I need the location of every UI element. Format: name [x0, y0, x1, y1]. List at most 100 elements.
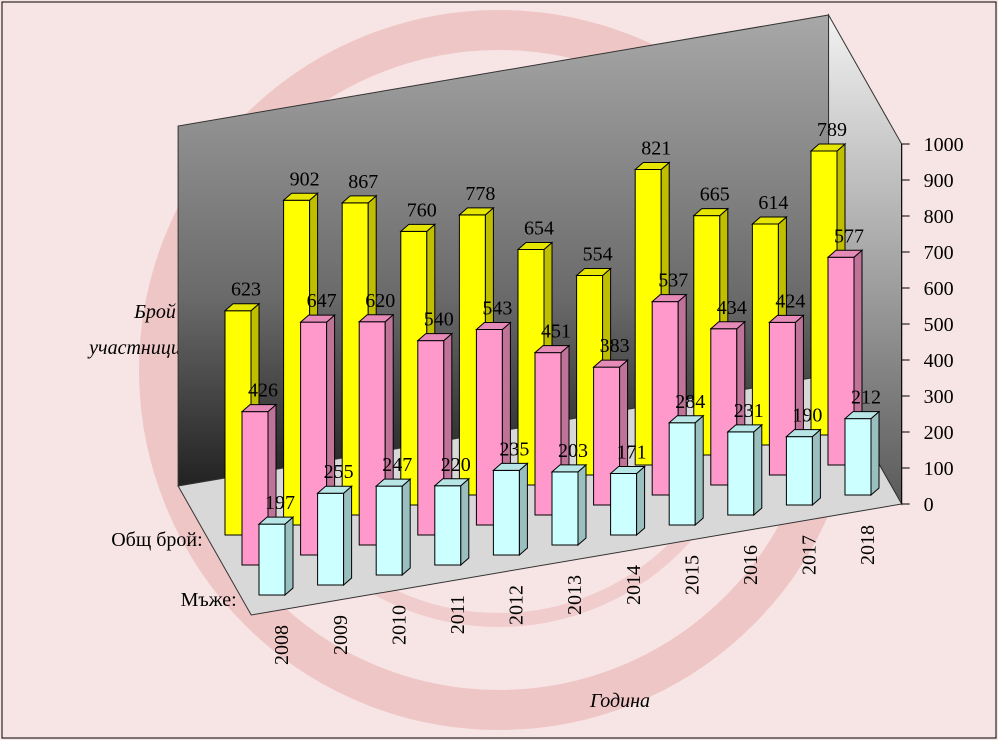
bar-top	[726, 424, 764, 433]
bar-top	[809, 143, 847, 152]
value-label: 543	[482, 298, 512, 320]
value-label: 231	[734, 400, 764, 422]
bar	[609, 465, 646, 537]
bar	[843, 410, 881, 497]
bar	[550, 463, 588, 547]
value-label: 235	[499, 438, 529, 460]
value-label: 821	[641, 137, 671, 159]
bar	[257, 515, 295, 597]
value-label: 647	[307, 290, 337, 312]
bar-top	[374, 478, 412, 487]
value-label: 554	[583, 244, 613, 266]
y-tick-label: 300	[924, 386, 954, 408]
bar-front	[551, 471, 579, 546]
y-tick-label: 700	[924, 242, 954, 264]
bar-front	[610, 472, 638, 536]
bar-front	[317, 492, 345, 586]
value-label: 190	[792, 405, 822, 427]
y-tick-label: 800	[924, 206, 954, 228]
bar-top	[751, 216, 788, 225]
bar-front	[727, 431, 755, 516]
bar-side	[518, 462, 528, 557]
y-tick-label: 500	[924, 314, 954, 336]
bar-side	[284, 515, 294, 597]
x-tick-label: 2011	[447, 595, 469, 634]
y-tick-label: 200	[924, 422, 954, 444]
bar-top	[550, 464, 588, 473]
y-tick-label: 100	[924, 458, 954, 480]
bar-top	[667, 415, 705, 424]
value-label: 614	[758, 192, 788, 214]
bar-top	[433, 478, 471, 487]
bar-top	[223, 303, 261, 312]
bar-top	[475, 322, 512, 331]
value-label: 426	[248, 380, 278, 402]
value-label: 778	[465, 183, 495, 205]
bar	[374, 477, 412, 577]
bar-top	[399, 223, 437, 232]
y-axis-title: Брой участници	[87, 301, 181, 359]
x-tick-label: 2008	[271, 625, 293, 665]
value-label: 760	[407, 199, 437, 221]
bar-top	[416, 333, 454, 342]
value-label: 451	[541, 321, 571, 343]
x-tick-label: 2009	[330, 615, 352, 655]
x-tick-label: 2018	[857, 525, 879, 565]
bar-top	[650, 294, 688, 303]
bar	[316, 485, 353, 587]
y-tick-label: 1000	[924, 134, 964, 156]
bar-front	[492, 469, 520, 556]
value-label: 665	[700, 184, 730, 206]
bar-top	[533, 345, 571, 354]
value-label: 203	[558, 440, 588, 462]
bar-front	[375, 485, 403, 576]
bar-front	[258, 523, 286, 596]
bar	[433, 477, 471, 567]
x-tick-label: 2010	[388, 605, 410, 645]
value-label: 867	[348, 171, 378, 193]
bar	[667, 414, 705, 527]
value-label: 623	[231, 279, 261, 301]
bar-top	[240, 404, 278, 413]
value-label: 434	[717, 297, 747, 319]
bar-top	[458, 207, 495, 216]
bar-top	[516, 242, 554, 251]
bar-side	[636, 465, 646, 537]
depth-label: Общ брой:	[111, 529, 202, 551]
value-label: 537	[658, 270, 688, 292]
value-label: 577	[834, 225, 864, 247]
bar-top	[492, 462, 529, 471]
bar-side	[811, 428, 821, 507]
bar-top	[316, 485, 353, 494]
value-label: 255	[324, 461, 354, 483]
bar-side	[577, 463, 587, 547]
x-tick-label: 2014	[623, 565, 645, 605]
bar-top	[609, 465, 646, 474]
bar-top	[633, 161, 671, 170]
bar-top	[843, 411, 881, 420]
bar-front	[844, 418, 872, 496]
bar-side	[460, 477, 470, 567]
bar	[492, 462, 529, 557]
bar-top	[785, 429, 822, 438]
x-tick-label: 2016	[740, 545, 762, 585]
y-tick-label: 0	[924, 494, 934, 516]
value-label: 212	[851, 387, 881, 409]
value-label: 540	[424, 309, 454, 331]
bar-front	[785, 436, 813, 506]
bar-top	[826, 249, 864, 258]
bar-side	[401, 477, 411, 577]
bar-side	[753, 423, 763, 517]
value-label: 220	[441, 454, 471, 476]
bar	[592, 359, 629, 507]
value-label: 247	[382, 454, 412, 476]
bar-top	[709, 321, 747, 330]
value-label: 284	[675, 391, 705, 413]
x-tick-label: 2017	[799, 535, 821, 575]
x-axis-title: Година	[589, 690, 650, 712]
bar-top	[357, 314, 395, 323]
value-label: 197	[265, 492, 295, 514]
depth-label: Мъже:	[181, 589, 237, 611]
